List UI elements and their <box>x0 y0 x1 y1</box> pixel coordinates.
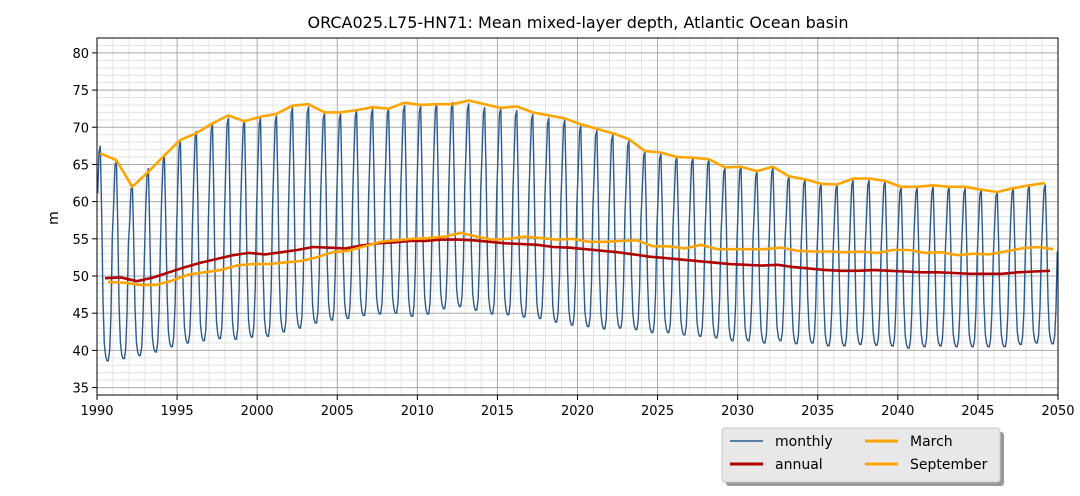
x-tick-label: 2000 <box>241 404 274 419</box>
series-line-march <box>99 99 1046 194</box>
legend-label-september: September <box>910 457 988 473</box>
legend-label-annual: annual <box>775 457 823 473</box>
x-tick-label: 2015 <box>481 404 514 419</box>
y-tick-label: 80 <box>72 47 89 62</box>
x-tick-label: 2050 <box>1041 404 1074 419</box>
plot-lines <box>97 99 1058 362</box>
x-tick-label: 2020 <box>561 404 594 419</box>
series-line-september <box>108 231 1054 287</box>
y-tick-label: 50 <box>72 270 89 285</box>
y-axis-label: m <box>46 211 62 225</box>
y-tick-label: 70 <box>72 121 89 136</box>
y-tick-label: 75 <box>72 84 89 99</box>
x-tick-label: 2035 <box>801 404 834 419</box>
x-tick-label: 2045 <box>961 404 994 419</box>
legend: monthly annual March September <box>721 427 1004 486</box>
series-line-monthly <box>97 101 1058 362</box>
legend-label-march: March <box>910 434 953 450</box>
y-tick-label: 45 <box>72 307 89 322</box>
y-tick-label: 35 <box>72 382 89 397</box>
x-tick-label: 2040 <box>881 404 914 419</box>
chart-title: ORCA025.L75-HN71: Mean mixed-layer depth… <box>307 13 848 32</box>
x-tick-label: 2005 <box>321 404 354 419</box>
x-tick-label: 2030 <box>721 404 754 419</box>
y-tick-label: 55 <box>72 233 89 248</box>
legend-label-monthly: monthly <box>775 434 833 450</box>
y-tick-label: 65 <box>72 158 89 173</box>
y-axis-ticks: 35 40 45 50 55 60 65 70 75 80 <box>72 47 97 397</box>
x-axis-ticks: 1990 1995 2000 2005 2010 2015 2020 2025 2030 2035… <box>80 395 1075 419</box>
y-tick-label: 40 <box>72 344 89 359</box>
series-line-annual <box>104 238 1051 283</box>
x-tick-label: 2010 <box>401 404 434 419</box>
x-tick-label: 1990 <box>80 404 113 419</box>
x-tick-label: 2025 <box>641 404 674 419</box>
legend-box <box>721 427 1001 483</box>
y-tick-label: 60 <box>72 196 89 211</box>
x-tick-label: 1995 <box>161 404 194 419</box>
